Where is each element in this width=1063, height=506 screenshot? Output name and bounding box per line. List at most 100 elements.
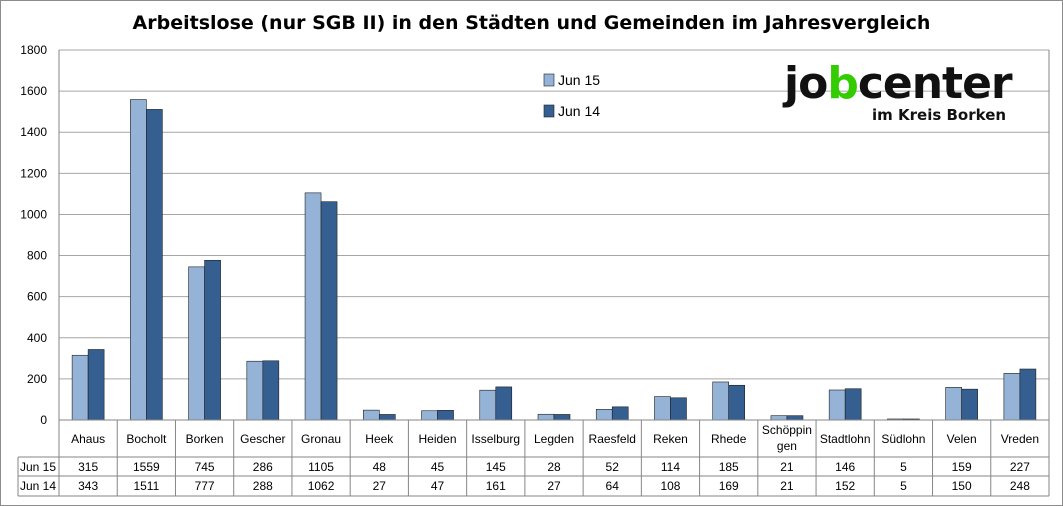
category-label: Borken (186, 432, 224, 446)
table-cell-value: 1511 (133, 479, 159, 493)
bar-jun-14-schöppingen (786, 415, 804, 421)
bar-jun-15-heek (362, 409, 380, 421)
category-label: Bocholt (126, 432, 167, 446)
table-cell-value: 152 (835, 479, 855, 493)
y-tick-label: 1600 (20, 84, 47, 98)
table-cell-value: 5 (900, 479, 907, 493)
category-label: Raesfeld (589, 432, 636, 446)
bar-jun-15-bocholt (130, 99, 147, 421)
table-cell-value: 5 (900, 460, 907, 474)
category-label: Ahaus (71, 432, 105, 446)
category-label: Gescher (240, 432, 285, 446)
table-cell-value: 248 (1010, 479, 1030, 493)
bar-jun-14-raesfeld (611, 406, 629, 421)
bar-jun-15-isselburg (479, 389, 497, 421)
bar-jun-15-gescher (246, 360, 264, 421)
table-cell-value: 146 (835, 460, 855, 474)
category-label: Stadtlohn (820, 432, 871, 446)
bar-jun-14-ahaus (87, 349, 105, 421)
table-cell-value: 27 (547, 479, 561, 493)
table-cell-value: 169 (719, 479, 739, 493)
bar-jun-14-vreden (1019, 368, 1037, 421)
table-cell-value: 745 (195, 460, 215, 474)
table-cell-value: 288 (253, 479, 273, 493)
table-cell-value: 45 (431, 460, 445, 474)
table-row-label: Jun 15 (20, 460, 56, 474)
category-label: Reken (653, 432, 688, 446)
table-cell-value: 227 (1010, 460, 1030, 474)
y-tick-label: 1200 (20, 166, 47, 180)
bar-jun-14-legden (553, 414, 571, 421)
table-cell-value: 777 (195, 479, 215, 493)
bar-jun-14-gronau (320, 201, 338, 421)
bar-jun-14-bocholt (146, 109, 163, 421)
table-cell-value: 1062 (308, 479, 335, 493)
category-label: Heiden (419, 432, 457, 446)
logo-wordmark: jobcenter (784, 58, 1013, 109)
y-tick-label: 1000 (20, 207, 47, 221)
y-tick-label: 1800 (20, 43, 47, 57)
table-cell-value: 47 (431, 479, 445, 493)
bar-jun-15-ahaus (71, 354, 89, 421)
bar-jun-14-velen (961, 388, 978, 421)
bar-jun-15-stadtlohn (828, 389, 846, 421)
category-label: gen (777, 439, 797, 453)
category-label: Legden (534, 432, 574, 446)
category-label: Velen (947, 432, 977, 446)
table-cell-value: 185 (719, 460, 739, 474)
bar-jun-14-rhede (728, 384, 746, 421)
bar-jun-15-heiden (421, 410, 438, 421)
bar-jun-14-gescher (262, 360, 280, 421)
table-cell-value: 161 (486, 479, 506, 493)
y-tick-label: 800 (27, 249, 47, 263)
bar-jun-15-raesfeld (595, 409, 613, 421)
table-cell-value: 315 (78, 460, 98, 474)
bar-jun-15-borken (188, 266, 205, 421)
table-cell-value: 286 (253, 460, 273, 474)
category-label: Vreden (1001, 432, 1039, 446)
legend-label: Jun 15 (558, 72, 600, 88)
bar-jun-15-reken (654, 396, 671, 421)
chart-title: Arbeitslose (nur SGB II) in den Städten … (132, 12, 931, 34)
logo-subtitle: im Kreis Borken (872, 106, 1007, 124)
jobcenter-logo: jobcenter im Kreis Borken (784, 60, 1034, 130)
bar-jun-15-rhede (712, 381, 730, 421)
table-cell-value: 159 (952, 460, 972, 474)
table-cell-value: 343 (78, 479, 98, 493)
bar-jun-15-vreden (1003, 373, 1021, 421)
table-cell-value: 114 (661, 460, 680, 474)
category-label: Isselburg (471, 432, 520, 446)
bar-jun-14-borken (204, 259, 221, 421)
bar-jun-15-schöppingen (770, 415, 788, 421)
category-label: Gronau (301, 432, 341, 446)
table-cell-value: 48 (373, 460, 387, 474)
bar-jun-14-stadtlohn (844, 388, 862, 421)
bar-jun-15-gronau (304, 192, 322, 421)
table-cell-value: 28 (547, 460, 561, 474)
y-tick-label: 1400 (20, 125, 47, 139)
legend-label: Jun 14 (558, 103, 600, 119)
category-label: Schöppin (762, 423, 812, 437)
bar-jun-14-isselburg (495, 386, 513, 421)
table-cell-value: 21 (780, 460, 794, 474)
bar-jun-14-heiden (437, 410, 454, 421)
table-cell-value: 1559 (133, 460, 160, 474)
category-label: Rhede (711, 432, 747, 446)
y-tick-label: 600 (27, 290, 47, 304)
bar-jun-15-legden (537, 413, 555, 421)
table-cell-value: 145 (486, 460, 506, 474)
legend-swatch (543, 104, 555, 118)
y-tick-label: 200 (27, 372, 47, 386)
category-label: Heek (365, 432, 394, 446)
table-cell-value: 21 (780, 479, 794, 493)
legend-swatch (543, 73, 555, 87)
table-cell-value: 64 (606, 479, 620, 493)
table-cell-value: 52 (606, 460, 620, 474)
bar-jun-14-reken (670, 397, 687, 421)
table-cell-value: 1105 (308, 460, 334, 474)
table-cell-value: 108 (660, 479, 680, 493)
table-cell-value: 150 (952, 479, 972, 493)
bar-jun-15-velen (945, 387, 962, 421)
